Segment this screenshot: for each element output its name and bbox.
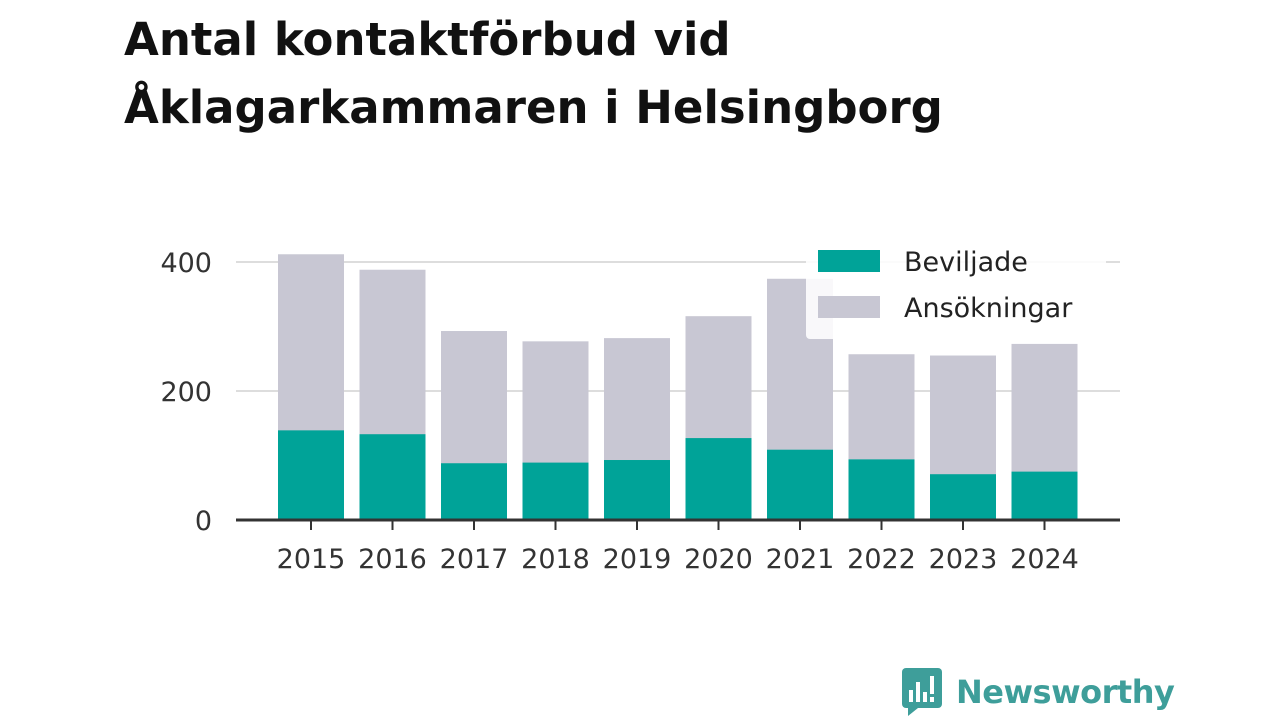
bar-beviljade-2015 xyxy=(278,430,344,520)
x-tick-label-2018: 2018 xyxy=(521,544,590,575)
y-tick-label-400: 400 xyxy=(160,248,212,279)
x-tick-label-2023: 2023 xyxy=(929,544,998,575)
x-tick-label-2024: 2024 xyxy=(1010,544,1079,575)
legend-swatch-ansökningar xyxy=(818,296,880,318)
legend-label-beviljade: Beviljade xyxy=(904,247,1028,278)
bar-beviljade-2019 xyxy=(604,460,670,520)
x-tick-label-2021: 2021 xyxy=(766,544,835,575)
bar-beviljade-2024 xyxy=(1011,471,1078,520)
legend: Beviljade Ansökningar xyxy=(806,232,1106,339)
chart-title: Antal kontaktförbud vid Åklagarkammaren … xyxy=(124,13,943,134)
bar-beviljade-2020 xyxy=(685,438,752,520)
bar-beviljade-2016 xyxy=(359,434,426,520)
bar-beviljade-2018 xyxy=(522,462,589,520)
x-tick-label-2015: 2015 xyxy=(277,544,346,575)
axes: 0 200 400 2015 2016 2017 2018 2019 2020 2021 2022 2… xyxy=(160,248,1120,575)
legend-swatch-beviljade xyxy=(818,250,880,272)
x-tick-label-2016: 2016 xyxy=(358,544,427,575)
legend-label-ansökningar: Ansökningar xyxy=(904,293,1073,324)
bar-chart-speech-bubble-icon xyxy=(902,668,942,716)
brand-name: Newsworthy xyxy=(956,673,1175,711)
bar-beviljade-2017 xyxy=(441,463,507,520)
y-tick-label-0: 0 xyxy=(195,506,212,537)
bar-beviljade-2021 xyxy=(767,449,833,520)
brand-logo: Newsworthy xyxy=(902,668,1175,716)
x-tick-label-2022: 2022 xyxy=(847,544,916,575)
x-tick-label-2020: 2020 xyxy=(684,544,753,575)
x-tick-label-2019: 2019 xyxy=(603,544,672,575)
bars xyxy=(278,254,1078,520)
bar-beviljade-2023 xyxy=(930,474,996,520)
legend-box xyxy=(806,232,1106,339)
y-tick-label-200: 200 xyxy=(160,377,212,408)
bar-beviljade-2022 xyxy=(848,459,915,520)
x-tick-label-2017: 2017 xyxy=(440,544,509,575)
